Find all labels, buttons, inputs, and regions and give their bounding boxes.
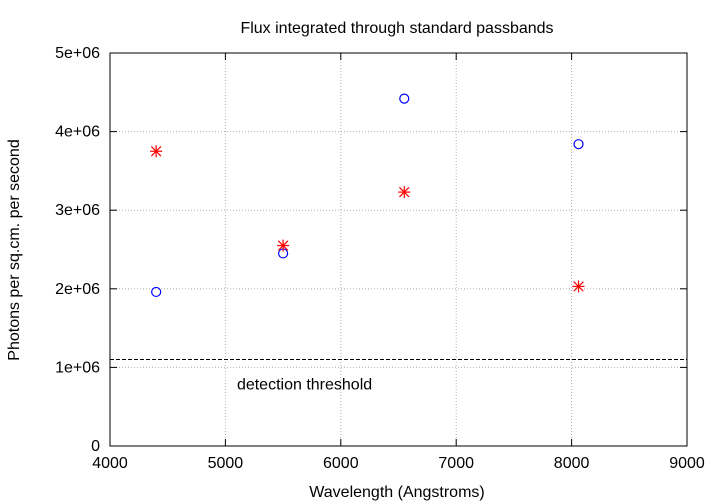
y-axis-title: Photons per sq.cm. per second (6, 139, 23, 360)
data-point-asterisk (150, 145, 163, 158)
y-tick-label: 2e+06 (55, 281, 100, 298)
y-tick-label: 0 (91, 438, 100, 455)
asterisk-stroke (150, 146, 162, 157)
data-point-asterisk (572, 280, 585, 293)
data-point-asterisk (277, 239, 290, 252)
plot-frame (109, 52, 688, 447)
x-tick-label: 6000 (323, 455, 359, 472)
data-point-circle (399, 93, 410, 104)
data-point-circle (151, 286, 162, 298)
x-tick-label: 8000 (554, 455, 590, 472)
x-tick-label: 9000 (669, 455, 705, 472)
y-tick-label: 3e+06 (55, 202, 100, 219)
x-tick-label: 5000 (208, 455, 244, 472)
data-point-asterisk (398, 186, 411, 199)
x-tick-label: 4000 (92, 455, 128, 472)
detection-threshold-label: detection threshold (237, 377, 372, 394)
x-tick-label: 7000 (438, 455, 474, 472)
asterisk-stroke (573, 281, 584, 292)
asterisk-stroke (277, 240, 289, 251)
data-point-circle (573, 139, 584, 150)
grid (110, 53, 687, 446)
y-tick-label: 4e+06 (55, 124, 100, 141)
y-tick-label: 1e+06 (55, 359, 100, 376)
y-tick-label: 5e+06 (55, 45, 100, 62)
x-axis-title: Wavelength (Angstroms) (309, 484, 484, 501)
asterisk-stroke (399, 186, 410, 198)
data-points (150, 93, 585, 298)
axis-ticks: 4000 5000 6000 7000 8000 9000 0 1e+06 2e+06 3e+06… (55, 45, 705, 472)
chart-title: Flux integrated through standard passban… (240, 20, 553, 37)
